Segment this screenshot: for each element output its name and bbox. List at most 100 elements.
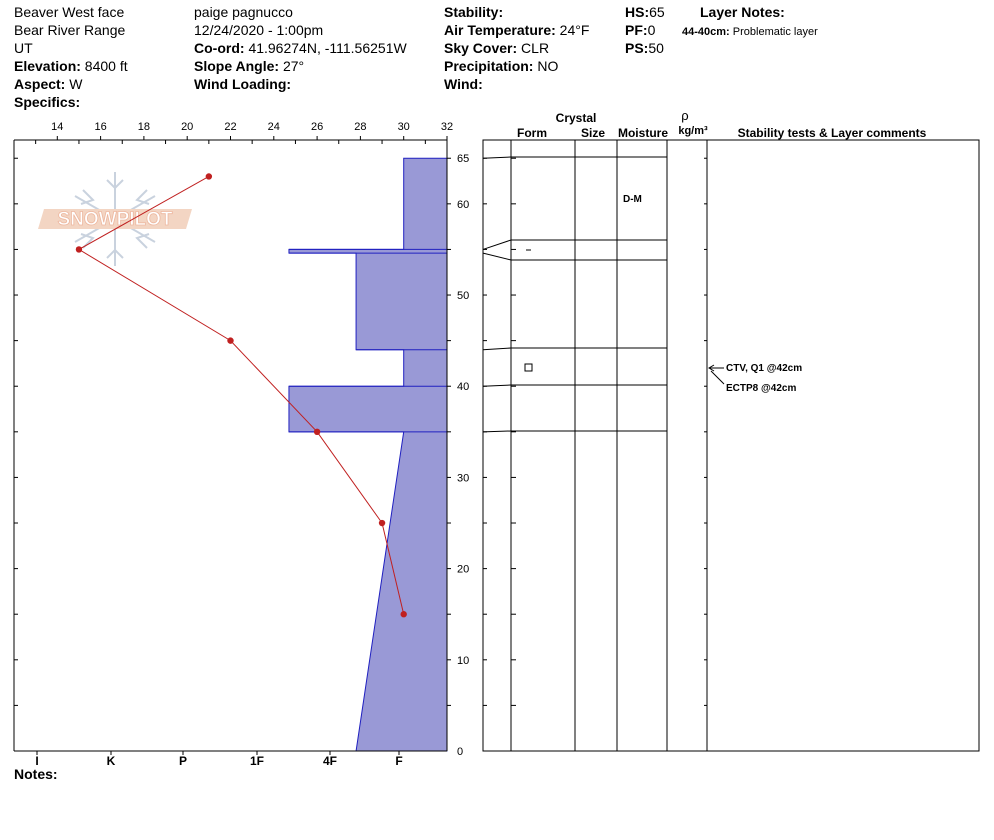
temperature-point [378, 519, 386, 527]
layer-connector [482, 347, 512, 351]
coord-value: 41.96274N, -111.56251W [248, 40, 407, 56]
precipitation: Precipitation: NO [444, 57, 558, 75]
logo-text: SNOWPILOT [57, 209, 172, 230]
specifics: Specifics: [14, 93, 80, 111]
temperature-point [205, 173, 213, 180]
chart-layer: 14 16 18 20 22 24 26 28 30 32 65 60 50 40 30 20 10 0 I K P 1F… [13, 108, 980, 768]
temperature-point [75, 246, 83, 253]
hardness-tick-label: K [107, 754, 116, 768]
temp-tick-label: 20 [181, 121, 193, 133]
layer-connector [482, 384, 512, 387]
stability-test: CTV, Q1 @42cm [726, 363, 802, 374]
hs-label: HS: [625, 4, 650, 20]
obs-datetime: 12/24/2020 - 1:00pm [194, 22, 324, 38]
pf-label: PF: [625, 22, 648, 38]
precip-label: Precipitation: [444, 58, 534, 74]
slope-angle: Slope Angle: 27° [194, 57, 304, 75]
depth-tick-label: 65 [457, 153, 469, 165]
layer-note-text: Problematic layer [732, 26, 818, 38]
hardness-tick-label: F [395, 754, 402, 768]
wind: Wind: [444, 75, 483, 93]
layer-notes-label: Layer Notes: [700, 4, 785, 20]
stability: Stability: [444, 3, 503, 21]
hardness-profile [288, 157, 448, 752]
air-temp-value: 24°F [559, 22, 590, 38]
site-name: Beaver West face [14, 4, 125, 20]
range-name: Bear River Range [14, 22, 126, 38]
specifics-label: Specifics: [14, 94, 81, 110]
precip-value: NO [537, 58, 559, 74]
slope-value: 27° [282, 58, 305, 74]
stability-label: Stability: [444, 4, 504, 20]
moisture-header: Moisture [618, 126, 668, 140]
layer-notes-title: Layer Notes: [700, 3, 785, 21]
notes-label: Notes: [14, 766, 58, 782]
depth-tick-label: 50 [457, 290, 469, 302]
temp-tick-label: 30 [398, 121, 410, 133]
temp-tick-label: 16 [94, 121, 106, 133]
air-temp-label: Air Temperature: [444, 22, 556, 38]
wind-loading: Wind Loading: [194, 75, 291, 93]
form-symbol [524, 363, 533, 372]
sky-value: CLR [521, 40, 550, 56]
wind-label: Wind: [444, 76, 483, 92]
temperature-point [227, 337, 234, 344]
layer-connector [482, 430, 512, 433]
elevation: Elevation: 8400 ft [14, 57, 128, 75]
coord-label: Co-ord: [194, 40, 245, 56]
air-temperature: Air Temperature: 24°F [444, 21, 589, 39]
hardness-tick-label: I [35, 754, 38, 768]
temp-tick-label: 24 [268, 121, 280, 133]
notes: Notes: [14, 765, 58, 783]
temperature-profile-line [77, 176, 405, 615]
layer-note: 44-40cm: Problematic layer [682, 23, 818, 41]
density-symbol: ρ [681, 108, 688, 123]
stability-arrow [710, 370, 725, 385]
aspect-value: W [69, 76, 83, 92]
layer-connector [482, 239, 512, 250]
temp-tick-label: 18 [138, 121, 150, 133]
hs-value: 65 [649, 4, 665, 20]
wind-loading-label: Wind Loading: [194, 76, 292, 92]
ps-label: PS: [625, 40, 649, 56]
layer-connector [482, 156, 512, 159]
temp-tick-label: 14 [51, 121, 63, 133]
temp-tick-label: 26 [311, 121, 323, 133]
elevation-value: 8400 ft [84, 58, 128, 74]
sky-label: Sky Cover: [444, 40, 518, 56]
ps-value: 50 [648, 40, 664, 56]
hardness-tick-label: P [179, 754, 187, 768]
form-header: Form [517, 126, 547, 140]
stability-test: ECTP8 @42cm [726, 383, 796, 394]
density-unit: kg/m³ [678, 125, 708, 137]
slope-label: Slope Angle: [194, 58, 280, 74]
depth-tick-label: 20 [457, 564, 469, 576]
coordinates: Co-ord: 41.96274N, -111.56251W [194, 39, 407, 57]
temperature-point [400, 611, 407, 618]
aspect: Aspect: W [14, 75, 82, 93]
observer-name: paige pagnucco [194, 4, 293, 20]
state-name: UT [14, 40, 33, 56]
penetration-ski: PS:50 [625, 39, 664, 57]
layer-table-frame [482, 139, 980, 752]
penetration-foot: PF:0 [625, 21, 655, 39]
depth-tick-label: 0 [457, 746, 463, 758]
depth-tick-label: 30 [457, 472, 469, 484]
elevation-label: Elevation: [14, 58, 81, 74]
temp-tick-label: 22 [224, 121, 236, 133]
temp-tick-label: 32 [441, 121, 453, 133]
snow-height: HS:65 [625, 3, 665, 21]
pf-value: 0 [647, 22, 656, 38]
depth-tick-label: 40 [457, 381, 469, 393]
crystal-header: Crystal [556, 111, 597, 125]
layer-note-range: 44-40cm: [682, 26, 730, 38]
moisture-entry: D-M [623, 194, 642, 205]
stability-header: Stability tests & Layer comments [738, 126, 927, 140]
snowpilot-logo: SNOWPILOT [38, 172, 192, 266]
hardness-tick-label: 1F [250, 754, 264, 768]
temperature-point [313, 428, 321, 436]
size-header: Size [581, 126, 605, 140]
temp-tick-label: 28 [354, 121, 366, 133]
hardness-tick-label: 4F [323, 754, 337, 768]
